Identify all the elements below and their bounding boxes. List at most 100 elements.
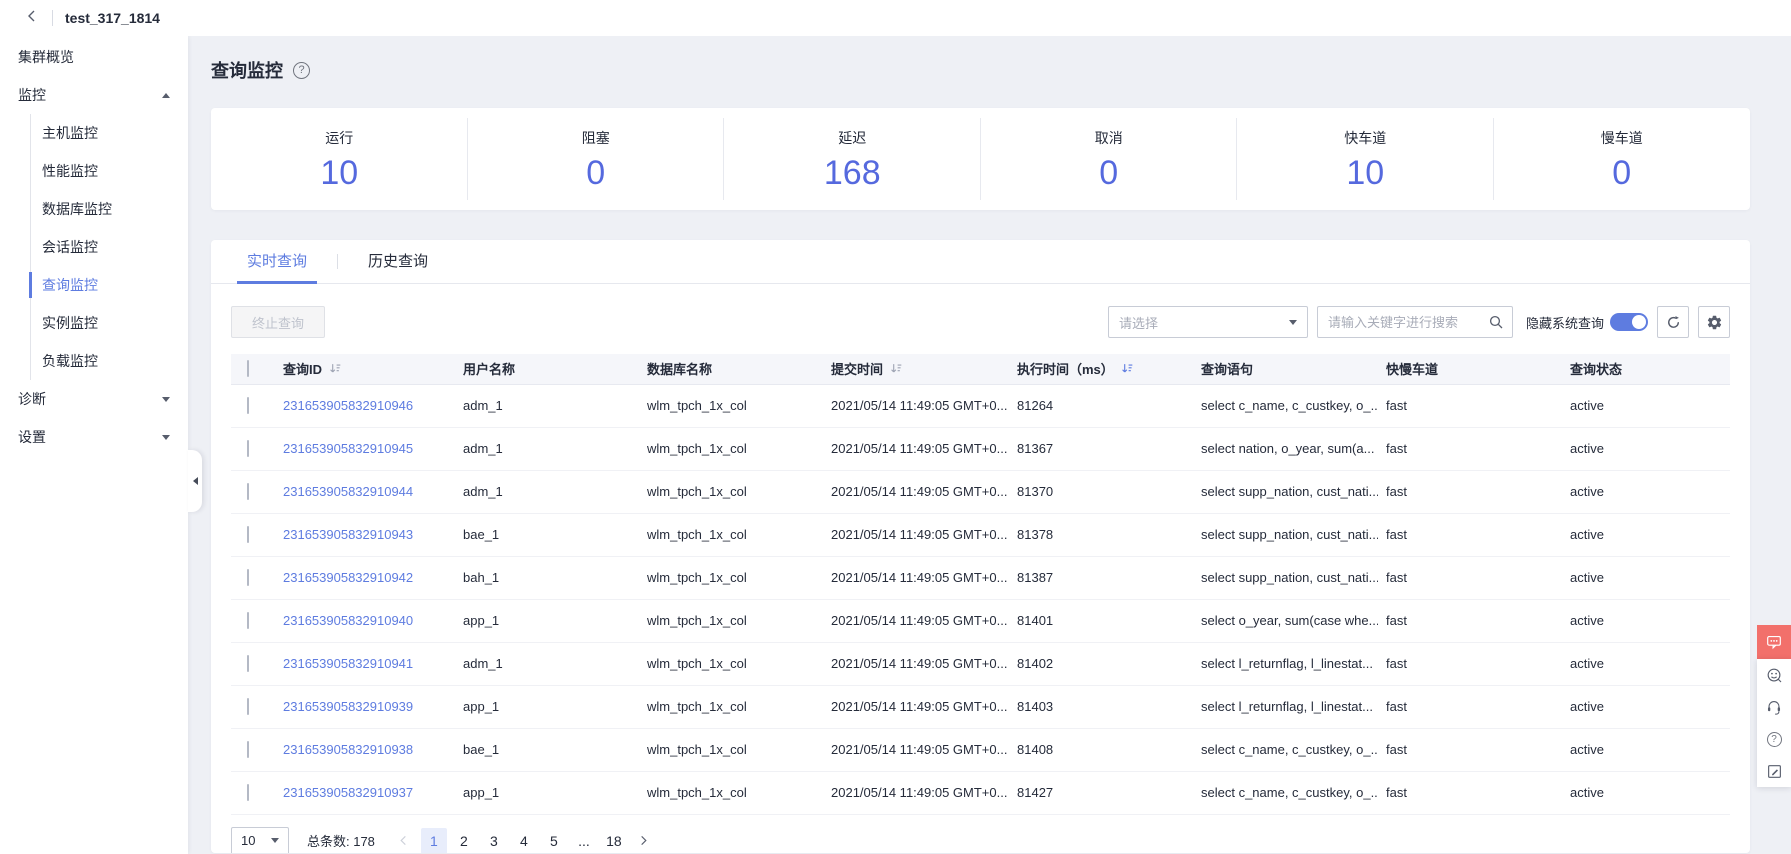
collapse-left-arrow-icon [192, 477, 198, 485]
pager: 1 2 3 4 5... 18 [391, 827, 657, 854]
refresh-button[interactable] [1657, 306, 1689, 338]
column-header-database-name: 数据库名称 [639, 354, 823, 385]
column-label: 查询状态 [1570, 362, 1623, 378]
stat-running: 运行 10 [211, 108, 468, 210]
row-checkbox[interactable] [247, 440, 249, 457]
gear-icon [1706, 314, 1723, 331]
cell-lane: fast [1378, 599, 1562, 643]
tab-realtime-query[interactable]: 实时查询 [236, 250, 318, 284]
cell-database-name: wlm_tpch_1x_col [639, 384, 823, 428]
cell-query-id[interactable]: 231653905832910941 [275, 642, 455, 686]
page-button-1[interactable]: 1 [420, 827, 447, 853]
cell-query-id[interactable]: 231653905832910940 [275, 599, 455, 643]
cell-submit-time: 2021/05/14 11:49:05 GMT+0... [823, 685, 1009, 729]
stat-value: 0 [1612, 154, 1632, 192]
cell-execution-time: 81408 [1009, 728, 1193, 772]
table-row: 231653905832910940 app_1 wlm_tpch_1x_col 20… [231, 599, 1730, 643]
terminate-query-button[interactable]: 终止查询 [231, 306, 326, 338]
cell-query-status: active [1562, 599, 1730, 643]
page-help-icon[interactable]: ? [293, 61, 310, 79]
cell-query-statement: select supp_nation, cust_nati... [1193, 470, 1378, 514]
page-size-value: 10 [241, 833, 256, 848]
help-icon: ? [1766, 731, 1782, 747]
page-button-18[interactable]: 18 [606, 832, 622, 849]
feedback-form-button[interactable] [1757, 755, 1791, 787]
feedback-chat-button[interactable] [1757, 625, 1791, 659]
cell-database-name: wlm_tpch_1x_col [639, 556, 823, 600]
help-button[interactable]: ? [1757, 723, 1791, 755]
search-input[interactable] [1327, 314, 1488, 330]
stat-label: 运行 [325, 130, 354, 146]
tab-history-query[interactable]: 历史查询 [368, 253, 429, 270]
next-page-button[interactable] [631, 828, 657, 854]
caret-down-icon [162, 434, 170, 440]
cell-query-id[interactable]: 231653905832910942 [275, 556, 455, 600]
row-checkbox[interactable] [247, 483, 249, 500]
sidebar-item-load-monitoring[interactable]: 负载监控 [42, 353, 98, 369]
search-icon[interactable] [1488, 314, 1504, 330]
page-size-select[interactable]: 10 [231, 826, 289, 853]
sidebar-submenu: 主机监控性能监控数据库监控会话监控查询监控实例监控负载监控 [29, 114, 188, 380]
stat-label: 快车道 [1344, 130, 1387, 146]
cell-execution-time: 81427 [1009, 771, 1193, 815]
column-header-query-status: 查询状态 [1562, 354, 1730, 385]
cell-query-id[interactable]: 231653905832910938 [275, 728, 455, 772]
row-checkbox[interactable] [247, 569, 249, 586]
sidebar-item-performance-monitoring[interactable]: 性能监控 [42, 163, 98, 179]
sort-icon[interactable] [329, 362, 342, 375]
row-checkbox[interactable] [247, 655, 249, 672]
cell-lane: fast [1378, 513, 1562, 557]
page-button-4[interactable]: 4 [520, 832, 528, 849]
sidebar-item-query-monitoring[interactable]: 查询监控 [29, 266, 188, 304]
cell-lane: fast [1378, 556, 1562, 600]
cell-user-name: adm_1 [455, 384, 639, 428]
floating-feedback-rail: ? [1757, 625, 1791, 787]
row-checkbox[interactable] [247, 741, 249, 758]
row-checkbox[interactable] [247, 612, 249, 629]
stat-value: 10 [320, 154, 359, 192]
satisfaction-survey-button[interactable] [1757, 659, 1791, 691]
sort-icon[interactable] [1121, 362, 1134, 375]
support-button[interactable] [1757, 691, 1791, 723]
cluster-name-title: test_317_1814 [65, 10, 160, 26]
filter-select[interactable]: 请选择 [1107, 306, 1308, 338]
table-row: 231653905832910939 app_1 wlm_tpch_1x_col 20… [231, 685, 1730, 729]
back-button[interactable] [14, 0, 50, 36]
column-label: 快慢车道 [1386, 362, 1439, 378]
column-label: 数据库名称 [647, 362, 713, 378]
row-checkbox[interactable] [247, 698, 249, 715]
hide-system-toggle[interactable] [1610, 313, 1648, 331]
sidebar-item-cluster-overview[interactable]: 集群概览 [0, 38, 188, 76]
hide-system-toggle-group: 隐藏系统查询 [1526, 313, 1648, 332]
page-button-5[interactable]: 5 [550, 832, 558, 849]
stat-canceled: 取消 0 [981, 108, 1238, 210]
stat-value: 168 [823, 154, 881, 192]
cell-query-status: active [1562, 685, 1730, 729]
cell-query-id[interactable]: 231653905832910943 [275, 513, 455, 557]
prev-page-button[interactable] [391, 828, 417, 854]
sidebar-item-database-monitoring[interactable]: 数据库监控 [42, 201, 112, 217]
row-checkbox[interactable] [247, 397, 249, 414]
cell-query-id[interactable]: 231653905832910945 [275, 427, 455, 471]
cell-query-id[interactable]: 231653905832910946 [275, 384, 455, 428]
page-button-2[interactable]: 2 [460, 832, 468, 849]
sidebar-item-instance-monitoring[interactable]: 实例监控 [42, 315, 98, 331]
sidebar-collapse-handle[interactable] [188, 450, 202, 512]
cell-query-statement: select supp_nation, cust_nati... [1193, 513, 1378, 557]
sidebar-item-session-monitoring[interactable]: 会话监控 [42, 239, 98, 255]
table-settings-button[interactable] [1698, 306, 1730, 338]
sidebar-group-monitoring[interactable]: 监控 [0, 76, 188, 114]
sidebar-group-settings[interactable]: 设置 [0, 418, 188, 456]
cell-query-id[interactable]: 231653905832910944 [275, 470, 455, 514]
cell-query-id[interactable]: 231653905832910937 [275, 771, 455, 815]
row-checkbox[interactable] [247, 526, 249, 543]
headset-icon [1765, 698, 1783, 716]
sidebar-item-host-monitoring[interactable]: 主机监控 [42, 125, 98, 141]
sort-icon[interactable] [890, 362, 903, 375]
page-button-3[interactable]: 3 [490, 832, 498, 849]
select-all-checkbox[interactable] [247, 360, 249, 378]
row-checkbox[interactable] [247, 784, 249, 801]
sidebar-group-diagnosis[interactable]: 诊断 [0, 380, 188, 418]
cell-query-id[interactable]: 231653905832910939 [275, 685, 455, 729]
cell-query-statement: select o_year, sum(case whe... [1193, 599, 1378, 643]
